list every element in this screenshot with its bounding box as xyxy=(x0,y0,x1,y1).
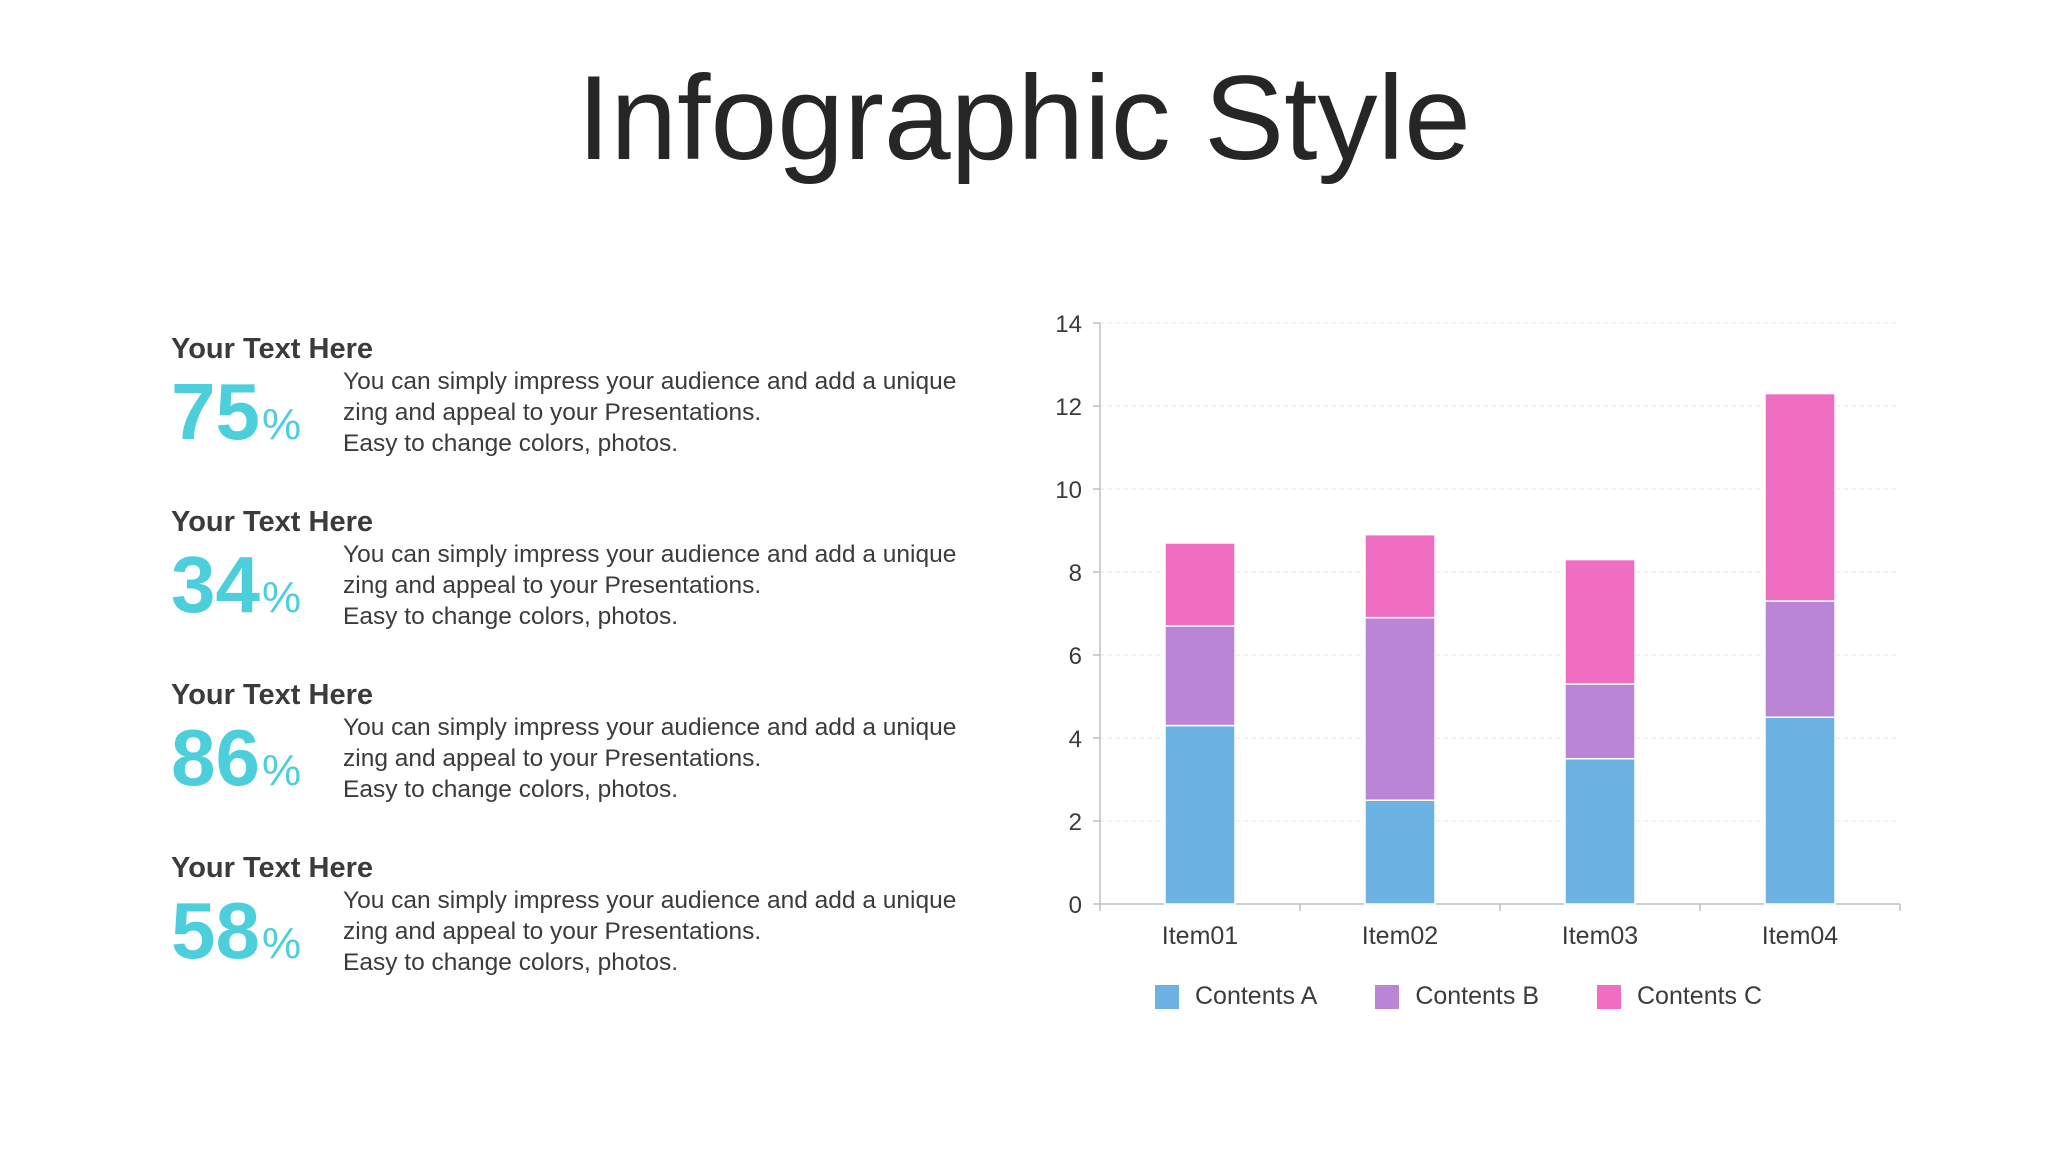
stat-percent-sign: % xyxy=(261,746,302,795)
stat-description: You can simply impress your audience and… xyxy=(343,885,1023,978)
stat-description-line: Easy to change colors, photos. xyxy=(343,776,679,803)
stat-percent: 58% xyxy=(171,891,301,971)
stat-heading: Your Text Here xyxy=(171,506,373,538)
legend-swatch xyxy=(1375,984,1400,1009)
stat-percent-sign: % xyxy=(261,573,302,622)
stat-description-line: zing and appeal to your Presentations. xyxy=(343,399,762,426)
stat-description-line: You can simply impress your audience and… xyxy=(343,714,957,741)
y-tick-label: 10 xyxy=(1055,477,1082,504)
stat-percent: 75% xyxy=(171,372,301,452)
stat-description-line: zing and appeal to your Presentations. xyxy=(343,745,762,772)
x-tick-label: Item02 xyxy=(1362,922,1438,950)
stat-percent: 34% xyxy=(171,545,301,625)
bar-segment xyxy=(1164,625,1236,727)
y-tick-label: 14 xyxy=(1055,311,1082,338)
stat-percent-value: 34 xyxy=(171,540,260,629)
bar-segment xyxy=(1764,600,1836,718)
bar-segment xyxy=(1164,542,1236,627)
legend-label: Contents B xyxy=(1415,982,1539,1010)
stat-item-1: Your Text Here 75% You can simply impres… xyxy=(171,333,1021,466)
legend-label: Contents C xyxy=(1637,982,1763,1010)
legend-swatch xyxy=(1597,984,1621,1009)
x-tick-label: Item03 xyxy=(1562,922,1638,950)
legend-swatch xyxy=(1155,984,1179,1009)
bar-segment xyxy=(1364,616,1436,801)
x-tick-label: Item01 xyxy=(1162,922,1238,950)
bar-segment xyxy=(1564,683,1636,760)
bar-segment xyxy=(1564,558,1636,685)
stat-percent: 86% xyxy=(171,718,301,798)
stat-description-line: Easy to change colors, photos. xyxy=(343,430,679,457)
stat-description: You can simply impress your audience and… xyxy=(343,539,1023,632)
bar-segment xyxy=(1564,758,1636,905)
stat-description-line: zing and appeal to your Presentations. xyxy=(343,918,762,945)
stat-description-line: zing and appeal to your Presentations. xyxy=(343,572,762,599)
bar-segment xyxy=(1764,392,1836,602)
stat-description: You can simply impress your audience and… xyxy=(343,366,1023,459)
stat-item-4: Your Text Here 58% You can simply impres… xyxy=(171,852,1021,985)
stat-percent-value: 58 xyxy=(171,886,260,975)
legend-item-contents-c: Contents C xyxy=(1597,982,1762,1011)
stat-percent-sign: % xyxy=(261,919,302,968)
stat-heading: Your Text Here xyxy=(171,852,373,884)
bar-segment xyxy=(1164,724,1236,905)
y-tick-label: 2 xyxy=(1069,809,1082,836)
legend-item-contents-b: Contents B xyxy=(1375,982,1539,1011)
x-tick-label: Item04 xyxy=(1762,922,1839,950)
page-title: Infographic Style xyxy=(577,51,1471,185)
stat-description-line: You can simply impress your audience and… xyxy=(343,887,957,914)
legend-label: Contents A xyxy=(1195,982,1318,1010)
y-tick-label: 6 xyxy=(1069,643,1082,670)
chart-legend: Contents A Contents B Contents C xyxy=(1155,982,1762,1011)
y-tick-label: 0 xyxy=(1069,892,1082,919)
stat-heading: Your Text Here xyxy=(171,679,373,711)
stat-item-3: Your Text Here 86% You can simply impres… xyxy=(171,679,1021,812)
stat-description-line: Easy to change colors, photos. xyxy=(343,603,679,630)
bar-segment xyxy=(1364,799,1436,905)
y-tick-label: 12 xyxy=(1055,394,1082,421)
bar-segment xyxy=(1364,533,1436,619)
bar-segment xyxy=(1764,716,1836,905)
stat-description: You can simply impress your audience and… xyxy=(343,712,1023,805)
legend-item-contents-a: Contents A xyxy=(1155,982,1317,1011)
stat-percent-sign: % xyxy=(261,400,302,449)
y-tick-label: 4 xyxy=(1069,726,1082,753)
stat-item-2: Your Text Here 34% You can simply impres… xyxy=(171,506,1021,639)
stat-percent-value: 75 xyxy=(171,367,260,456)
y-tick-label: 8 xyxy=(1069,560,1082,587)
stat-description-line: You can simply impress your audience and… xyxy=(343,541,957,568)
stat-description-line: Easy to change colors, photos. xyxy=(343,949,679,976)
stat-heading: Your Text Here xyxy=(171,333,373,365)
stat-percent-value: 86 xyxy=(171,713,260,802)
stacked-bar-chart: 0 2 4 6 8 10 12 14 Item01 Item02 Item03 Item04 xyxy=(1055,311,1901,950)
stat-description-line: You can simply impress your audience and… xyxy=(343,368,957,395)
